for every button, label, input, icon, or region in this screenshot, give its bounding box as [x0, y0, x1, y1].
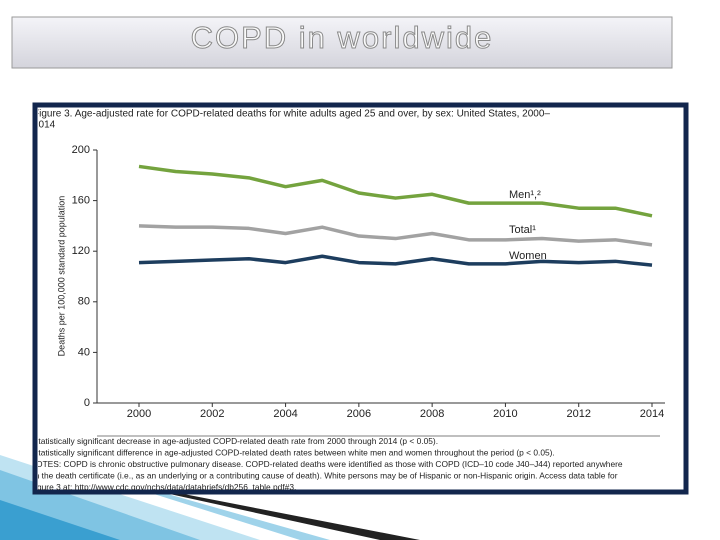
y-tick-label: 120: [72, 245, 90, 257]
title-box: [11, 16, 673, 69]
footnote: ²Statistically significant difference in…: [30, 448, 555, 458]
footnote: NOTES: COPD is chronic obstructive pulmo…: [30, 459, 623, 469]
slide-title: COPD in worldwide: [191, 20, 494, 55]
series-line: [138, 224, 653, 247]
y-axis-label: Deaths per 100,000 standard population: [56, 196, 66, 357]
footnote: on the death certificate (i.e., as an un…: [30, 471, 618, 481]
x-tick-label: 2000: [127, 408, 151, 420]
legend-label: Women: [509, 250, 547, 262]
series-line: [138, 164, 653, 218]
legend-label: Total¹: [509, 224, 536, 236]
x-tick-label: 2006: [347, 408, 371, 420]
x-tick-label: 2012: [566, 408, 590, 420]
y-tick-label: 200: [72, 144, 90, 156]
x-tick-label: 2002: [200, 408, 224, 420]
legend-label: Men¹,²: [509, 189, 541, 201]
footnote: Figure 3 at: http://www.cdc.gov/nchs/dat…: [30, 482, 296, 492]
chart-title: Figure 3. Age-adjusted rate for COPD-rel…: [33, 109, 550, 120]
y-tick-label: 0: [84, 397, 90, 409]
x-tick-label: 2008: [420, 408, 444, 420]
y-tick-label: 160: [72, 195, 90, 207]
x-tick-label: 2004: [273, 408, 297, 420]
x-tick-label: 2010: [493, 408, 517, 420]
x-tick-label: 2014: [640, 408, 664, 420]
chart-title: 2014: [33, 120, 56, 131]
y-tick-label: 40: [78, 346, 90, 358]
series-line: [138, 254, 653, 267]
chart-frame: [32, 102, 689, 495]
y-tick-label: 80: [78, 296, 90, 308]
chart: Figure 3. Age-adjusted rate for COPD-rel…: [30, 109, 665, 492]
footnote: ¹Statistically significant decrease in a…: [30, 436, 438, 446]
